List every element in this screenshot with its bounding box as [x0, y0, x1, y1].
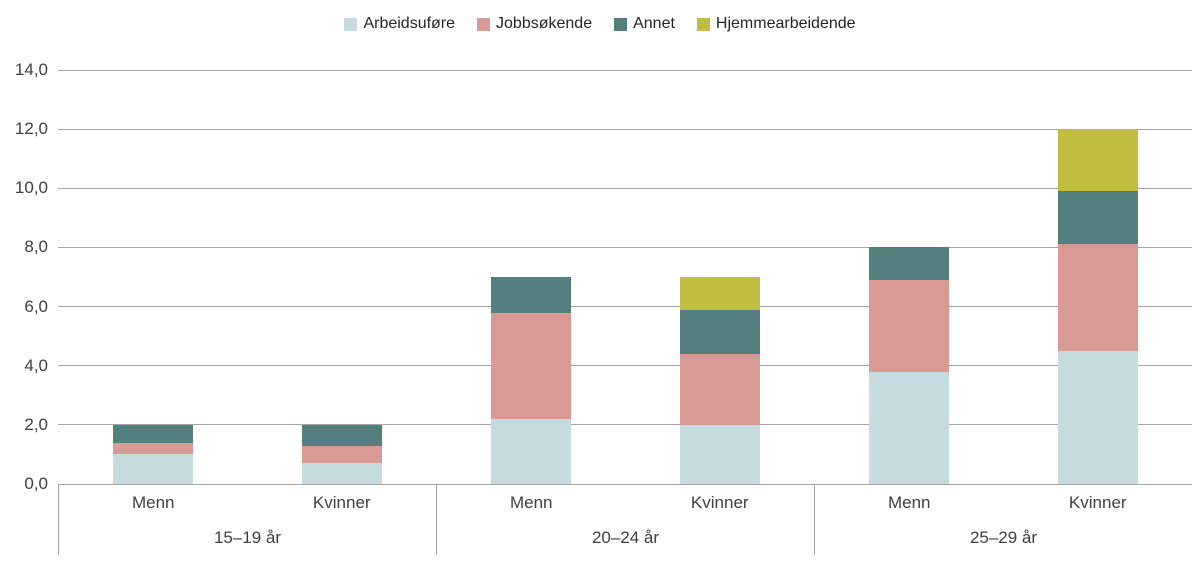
y-tick-label: 12,0: [14, 119, 48, 139]
legend-label: Annet: [633, 15, 675, 32]
bar-kvinner-25–29 år: [1057, 129, 1138, 484]
legend: Arbeidsuføre Jobbsøkende Annet Hjemmearbeid…: [0, 12, 1200, 36]
bar-segment-jobbsøkende: [490, 312, 571, 419]
y-tick-label: 14,0: [14, 60, 48, 79]
legend-label: Hjemmearbeidende: [715, 15, 856, 32]
bar-segment-jobbsøkende: [301, 445, 382, 464]
category-label: Kvinner: [312, 492, 371, 512]
bar-segment-jobbsøkende: [112, 442, 193, 455]
bar-segment-jobbsøkende: [679, 353, 760, 425]
legend-swatch-icon: [477, 17, 491, 31]
bar-segment-arbeidsuføre: [301, 463, 382, 484]
bar-segment-arbeidsuføre: [1057, 350, 1138, 484]
group-cell: 15–19 år: [58, 520, 436, 555]
bar-menn-20–24 år: [490, 277, 571, 484]
legend-label: Jobbsøkende: [496, 15, 593, 32]
bar-segment-jobbsøkende: [1057, 244, 1138, 351]
gridline: [58, 365, 1192, 367]
category-row: Menn Kvinner Menn Kvinner Menn Kvinner: [58, 485, 1192, 520]
category-group-cell: Menn Kvinner: [436, 485, 814, 520]
x-axis: Menn Kvinner Menn Kvinner Menn Kvinner 15–19 …: [58, 485, 1192, 555]
group-label: 25–29 år: [969, 527, 1038, 547]
group-row: 15–19 år 20–24 år 25–29 år: [58, 520, 1192, 555]
category-label: Menn: [887, 492, 931, 512]
bar-segment-arbeidsuføre: [112, 454, 193, 484]
gridline: [58, 128, 1192, 130]
bar-segment-arbeidsuføre: [490, 418, 571, 484]
bar-segment-jobbsøkende: [868, 279, 949, 372]
bar-menn-15–19 år: [112, 424, 193, 484]
bar-segment-arbeidsuføre: [679, 424, 760, 484]
bar-segment-hjemmearbeidende: [1057, 129, 1138, 192]
y-tick-label: 6,0: [24, 296, 48, 316]
bar-menn-25–29 år: [868, 247, 949, 484]
category-label: Menn: [509, 492, 553, 512]
bar-segment-annet: [868, 247, 949, 280]
gridline: [58, 69, 1192, 71]
gridline: [58, 246, 1192, 248]
category-label: Menn: [131, 492, 175, 512]
y-tick-label: 10,0: [14, 178, 48, 198]
group-label: 20–24 år: [591, 527, 660, 547]
y-axis: 0,0 2,0 4,0 6,0 8,0 10,0 12,0 14,0: [0, 60, 58, 493]
plot-row: 0,0 2,0 4,0 6,0 8,0 10,0 12,0 14,0: [0, 60, 1200, 493]
plot-area: [58, 69, 1192, 485]
category-group-cell: Menn Kvinner: [58, 485, 436, 520]
bar-segment-annet: [490, 277, 571, 313]
gridline: [58, 306, 1192, 308]
bar-segment-arbeidsuføre: [868, 371, 949, 484]
group-cell: 20–24 år: [436, 520, 814, 555]
legend-swatch-icon: [344, 17, 358, 31]
legend-item-4: Hjemmearbeidende: [696, 15, 856, 33]
legend-swatch-icon: [614, 17, 628, 31]
y-tick-label: 8,0: [24, 237, 48, 257]
category-label: Kvinner: [690, 492, 749, 512]
y-tick-label: 4,0: [24, 355, 48, 375]
y-tick-label: 0,0: [24, 474, 48, 493]
bar-kvinner-20–24 år: [679, 277, 760, 484]
legend-swatch-icon: [696, 17, 710, 31]
bar-segment-annet: [679, 309, 760, 354]
bar-segment-annet: [112, 424, 193, 443]
gridline: [58, 424, 1192, 426]
bar-kvinner-15–19 år: [301, 424, 382, 484]
bar-segment-annet: [301, 424, 382, 446]
category-label: Kvinner: [1068, 492, 1127, 512]
bar-segment-annet: [1057, 191, 1138, 245]
legend-item-1: Arbeidsuføre: [344, 15, 455, 33]
gridline: [58, 187, 1192, 189]
category-group-cell: Menn Kvinner: [814, 485, 1192, 520]
legend-item-2: Jobbsøkende: [477, 15, 592, 33]
y-tick-label: 2,0: [24, 414, 48, 434]
legend-label: Arbeidsuføre: [363, 15, 456, 32]
group-cell: 25–29 år: [814, 520, 1192, 555]
bar-segment-hjemmearbeidende: [679, 277, 760, 310]
group-label: 15–19 år: [213, 527, 282, 547]
legend-item-3: Annet: [614, 15, 675, 33]
